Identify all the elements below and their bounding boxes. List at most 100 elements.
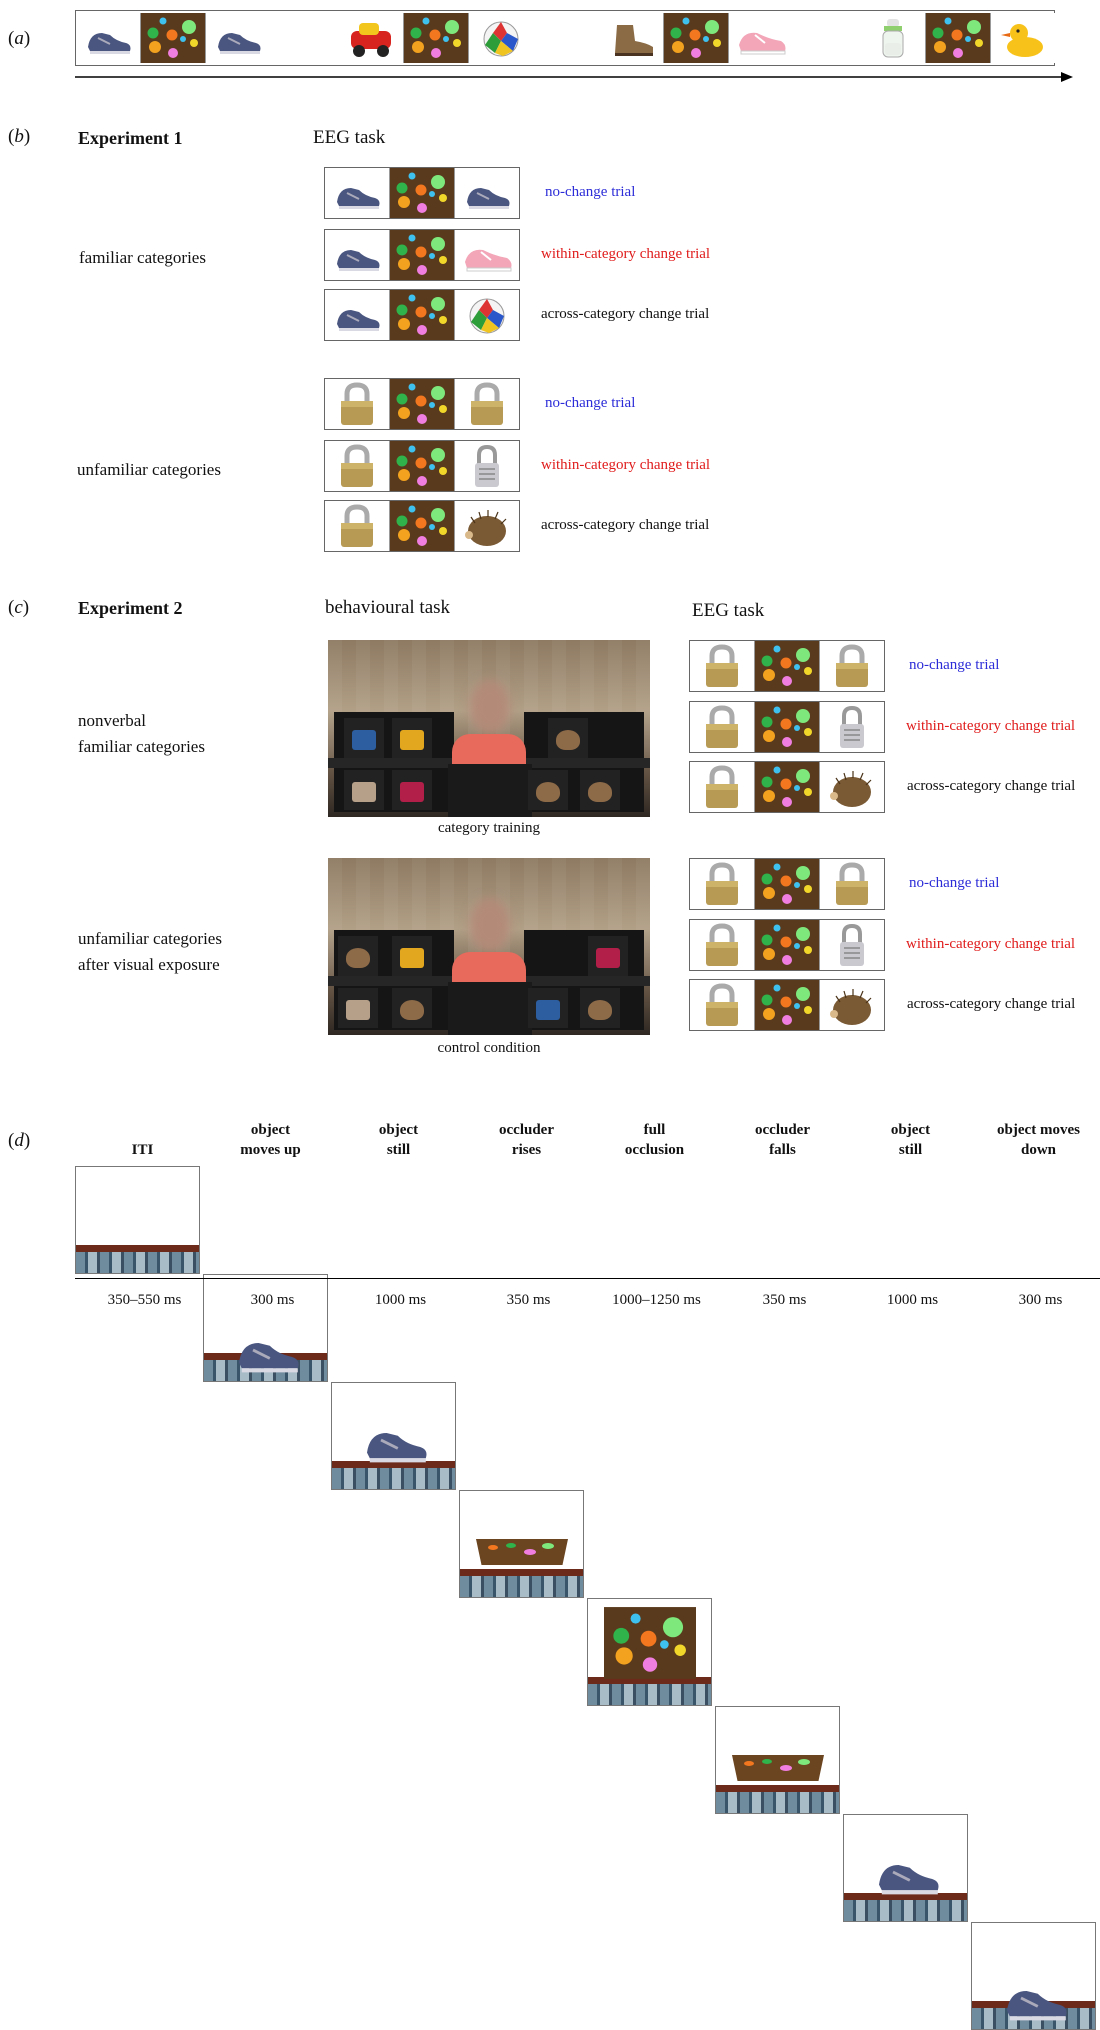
trial-frame bbox=[325, 290, 389, 340]
time-axis bbox=[75, 1278, 1100, 1279]
occluder-icon bbox=[390, 230, 454, 285]
trial-frame bbox=[663, 13, 728, 63]
panel-label-c: (c) bbox=[8, 597, 30, 618]
trial-frame bbox=[599, 13, 663, 63]
padlock-icon bbox=[690, 641, 754, 696]
trial-frame bbox=[819, 859, 884, 909]
trial-frame bbox=[454, 379, 519, 429]
occluder-icon bbox=[141, 13, 205, 68]
trial-frame bbox=[454, 230, 519, 280]
trial-label-across: across-category change trial bbox=[907, 996, 1076, 1012]
stage-frame-empty bbox=[75, 1166, 200, 1274]
example-sequence bbox=[339, 13, 533, 63]
trial-frame bbox=[325, 501, 389, 551]
padlock-icon bbox=[820, 641, 884, 696]
stage-frame-object-low bbox=[203, 1274, 328, 1382]
sneaker-icon bbox=[455, 230, 519, 285]
occluder-icon bbox=[755, 762, 819, 817]
trial-label-no-change: no-change trial bbox=[909, 875, 1000, 891]
trial-label-across: across-category change trial bbox=[541, 306, 710, 322]
trial-sequence bbox=[324, 378, 520, 430]
trial-frame bbox=[325, 379, 389, 429]
stage-frame-object-low bbox=[971, 1922, 1096, 2030]
padlock-icon bbox=[690, 980, 754, 1035]
trial-frame bbox=[690, 762, 754, 812]
padlock-icon bbox=[325, 501, 389, 556]
occluder-icon bbox=[926, 13, 990, 68]
trial-sequence bbox=[689, 761, 885, 813]
trial-label-no-change: no-change trial bbox=[909, 657, 1000, 673]
behavioural-task-photo bbox=[328, 640, 650, 817]
trial-frame bbox=[925, 13, 990, 63]
trial-frame bbox=[468, 13, 533, 63]
experiment1-task-title: EEG task bbox=[313, 127, 386, 148]
trial-frame bbox=[754, 980, 819, 1030]
occluder-icon bbox=[604, 1607, 696, 1684]
phase-label-line: full bbox=[643, 1122, 666, 1138]
phase-label: occluder rises bbox=[459, 1120, 594, 1160]
trial-sequence bbox=[689, 858, 885, 910]
trial-sequence bbox=[324, 500, 520, 552]
trial-frame bbox=[990, 13, 1055, 63]
group-label-line: after visual exposure bbox=[78, 955, 220, 974]
trial-frame bbox=[140, 13, 205, 63]
padlock-icon bbox=[325, 441, 389, 496]
phase-label: object still bbox=[331, 1120, 466, 1160]
trial-frame bbox=[690, 702, 754, 752]
phase-label: full occlusion bbox=[587, 1120, 722, 1160]
occluder-icon bbox=[755, 702, 819, 757]
bottle-icon bbox=[861, 13, 925, 68]
trial-frame bbox=[754, 641, 819, 691]
time-arrow bbox=[75, 72, 1073, 82]
padlock-icon bbox=[690, 859, 754, 914]
experiment1-group-label: familiar categories bbox=[79, 248, 206, 267]
shoe-icon bbox=[325, 168, 389, 223]
trial-frame bbox=[454, 168, 519, 218]
trial-frame bbox=[819, 980, 884, 1030]
trial-frame bbox=[754, 920, 819, 970]
trial-frame bbox=[819, 702, 884, 752]
trial-frame bbox=[454, 441, 519, 491]
phase-label-line bbox=[75, 1120, 210, 1140]
trial-frame bbox=[754, 859, 819, 909]
trial-frame bbox=[690, 980, 754, 1030]
trial-sequence bbox=[324, 167, 520, 219]
trial-sequence bbox=[689, 701, 885, 753]
experiment2-eeg-task-title: EEG task bbox=[692, 600, 765, 621]
trial-frame bbox=[389, 441, 454, 491]
padlock-icon bbox=[325, 379, 389, 434]
combination-lock-icon bbox=[820, 920, 884, 975]
group-label-line: familiar categories bbox=[78, 737, 205, 756]
experiment2-group-label: unfamiliar categories after visual exposu… bbox=[78, 926, 222, 978]
phase-label-line: still bbox=[386, 1142, 411, 1158]
example-sequence bbox=[599, 13, 793, 63]
phase-label-line: still bbox=[898, 1142, 923, 1158]
experiment1-title: Experiment 1 bbox=[78, 128, 183, 148]
phase-duration: 350–550 ms bbox=[107, 1292, 182, 1308]
padlock-icon bbox=[690, 762, 754, 817]
shoe-icon bbox=[990, 1963, 1080, 2029]
trial-label-across: across-category change trial bbox=[907, 778, 1076, 794]
panel-a-timeline bbox=[75, 10, 1055, 66]
stage-floor bbox=[76, 1245, 199, 1273]
trial-sequence bbox=[324, 289, 520, 341]
occluder-icon bbox=[755, 980, 819, 1035]
trial-sequence bbox=[689, 979, 885, 1031]
trial-frame bbox=[819, 762, 884, 812]
phase-duration: 300 ms bbox=[1018, 1292, 1063, 1308]
toy-car-icon bbox=[339, 13, 403, 68]
trial-frame bbox=[690, 641, 754, 691]
shoe-icon bbox=[222, 1315, 312, 1381]
trial-sequence bbox=[689, 640, 885, 692]
padlock-icon bbox=[820, 859, 884, 914]
occluder-icon bbox=[390, 379, 454, 434]
duck-icon bbox=[991, 13, 1055, 68]
occluder-icon bbox=[390, 501, 454, 556]
occluder-panel bbox=[476, 1539, 568, 1565]
shoe-icon bbox=[350, 1405, 440, 1480]
padlock-icon bbox=[455, 379, 519, 434]
combination-lock-icon bbox=[820, 702, 884, 757]
trial-frame bbox=[454, 501, 519, 551]
panel-label-b: (b) bbox=[8, 126, 31, 147]
shoe-icon bbox=[325, 230, 389, 285]
